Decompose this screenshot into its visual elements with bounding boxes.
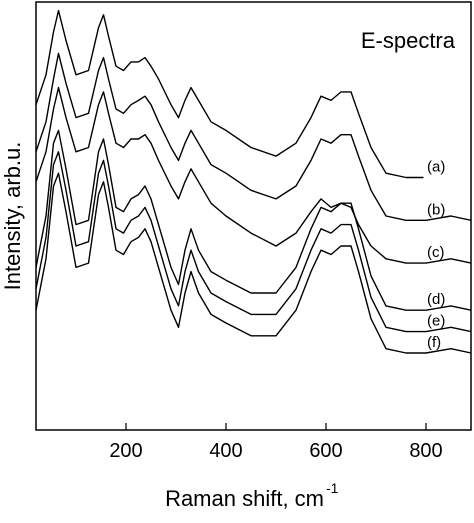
x-tick-label: 800 (409, 440, 442, 462)
spectrum-line (35, 172, 472, 354)
x-axis-ticks: 200 400 600 800 (109, 423, 443, 462)
series-layer (35, 9, 472, 354)
series-label: (e) (427, 313, 445, 330)
series-label: (c) (427, 244, 445, 261)
plot-frame (35, 1, 472, 431)
series-label: (d) (427, 291, 445, 308)
series-label: (a) (427, 158, 445, 175)
spectrum-line (35, 52, 472, 221)
spectrum-line (35, 151, 472, 333)
x-axis-label: Raman shift, cm (165, 486, 324, 511)
y-axis-label: Intensity, arb.u. (0, 142, 25, 291)
spectrum-line (35, 86, 472, 264)
x-tick-label: 200 (109, 440, 142, 462)
spectrum-line (35, 9, 424, 179)
x-tick-label: 600 (309, 440, 342, 462)
spectrum-line (35, 129, 472, 311)
x-tick-label: 400 (209, 440, 242, 462)
series-label: (f) (427, 334, 441, 351)
chart-title: E-spectra (361, 28, 456, 53)
series-labels: (a) (b) (c) (d) (e) (f) (427, 158, 445, 350)
x-axis-label-superscript: -1 (326, 480, 339, 496)
series-label: (b) (427, 201, 445, 218)
